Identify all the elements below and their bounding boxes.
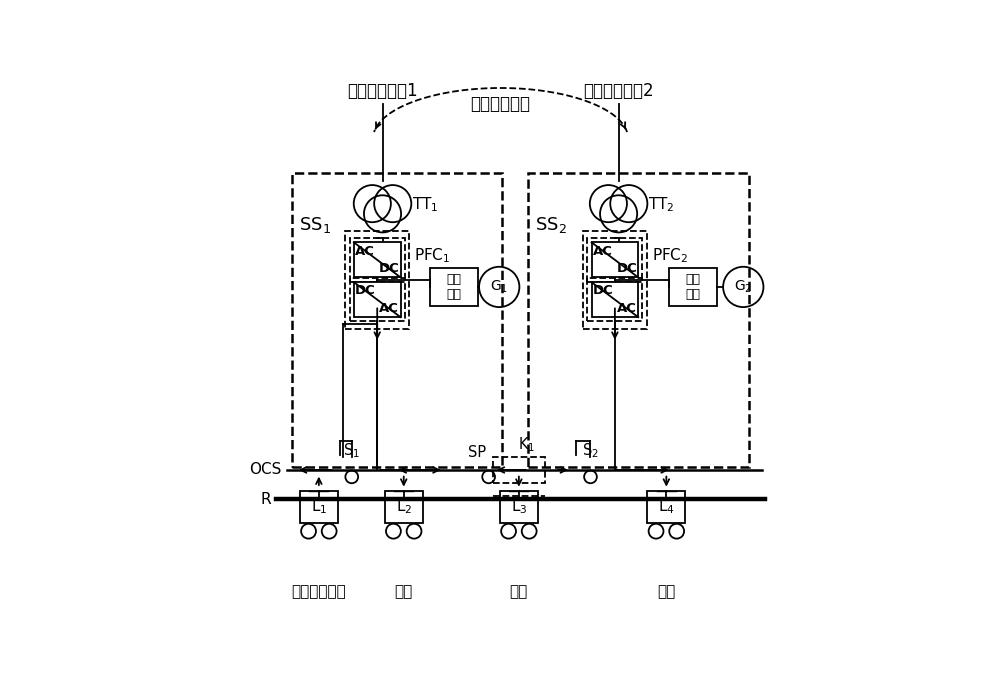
Bar: [300, 491, 338, 523]
Text: G$_1$: G$_1$: [490, 279, 508, 295]
Text: 牵引: 牵引: [395, 584, 413, 599]
Bar: [385, 491, 423, 523]
Text: L$_3$: L$_3$: [511, 497, 527, 517]
Text: 再生制动能量: 再生制动能量: [291, 584, 346, 599]
Text: TT$_1$: TT$_1$: [412, 196, 438, 214]
Bar: [528, 173, 749, 467]
Text: AC: AC: [593, 245, 613, 258]
Text: SS$_2$: SS$_2$: [535, 215, 567, 236]
Bar: [292, 173, 502, 467]
Bar: [583, 232, 647, 329]
Text: K$_1$: K$_1$: [518, 435, 535, 454]
Text: AC: AC: [355, 245, 375, 258]
Bar: [354, 243, 401, 278]
Text: L$_1$: L$_1$: [311, 497, 327, 517]
Bar: [669, 269, 717, 305]
Text: AC: AC: [617, 302, 637, 315]
Text: 光纤通信网络: 光纤通信网络: [471, 95, 531, 113]
Bar: [592, 282, 638, 317]
Bar: [345, 232, 409, 329]
Text: 电力系统进线1: 电力系统进线1: [347, 82, 418, 100]
Text: 电力系统进线2: 电力系统进线2: [583, 82, 654, 100]
Bar: [500, 491, 538, 523]
Text: L$_2$: L$_2$: [396, 497, 412, 517]
Text: DC: DC: [617, 262, 637, 275]
Text: SS$_1$: SS$_1$: [299, 215, 331, 236]
Text: S$_1$: S$_1$: [343, 442, 360, 460]
Text: 储能
装置: 储能 装置: [685, 273, 700, 301]
Text: OCS: OCS: [249, 462, 282, 477]
Bar: [350, 278, 405, 321]
Bar: [647, 491, 685, 523]
Bar: [587, 278, 642, 321]
Text: DC: DC: [379, 262, 400, 275]
Text: AC: AC: [379, 302, 399, 315]
Bar: [430, 269, 478, 305]
Text: TT$_2$: TT$_2$: [648, 196, 674, 214]
Text: S$_2$: S$_2$: [582, 442, 599, 460]
Text: PFC$_1$: PFC$_1$: [414, 247, 451, 265]
Text: SP: SP: [468, 445, 486, 460]
Text: R: R: [260, 492, 271, 506]
Text: L$_4$: L$_4$: [658, 497, 675, 517]
Bar: [350, 238, 405, 282]
Bar: [587, 238, 642, 282]
Text: DC: DC: [355, 285, 375, 298]
Text: 牵引: 牵引: [657, 584, 675, 599]
Text: 储能
装置: 储能 装置: [447, 273, 462, 301]
Text: DC: DC: [592, 285, 613, 298]
Text: G$_2$: G$_2$: [734, 279, 752, 295]
Text: PFC$_2$: PFC$_2$: [652, 247, 688, 265]
Text: 牵引: 牵引: [510, 584, 528, 599]
Bar: [592, 243, 638, 278]
Bar: [354, 282, 401, 317]
Bar: [493, 457, 545, 483]
